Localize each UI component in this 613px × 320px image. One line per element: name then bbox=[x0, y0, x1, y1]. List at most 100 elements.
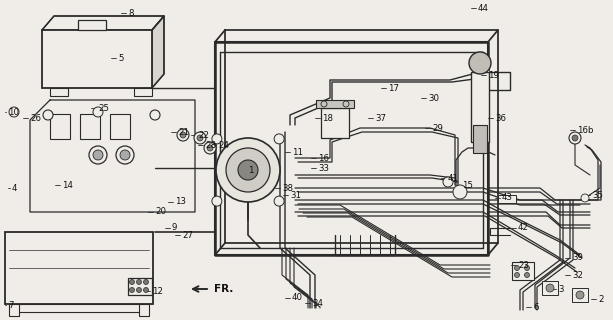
Text: 31: 31 bbox=[290, 190, 301, 199]
Text: 6: 6 bbox=[533, 302, 538, 311]
Bar bbox=[473, 125, 487, 153]
Text: 38: 38 bbox=[282, 183, 293, 193]
Circle shape bbox=[212, 196, 222, 206]
Circle shape bbox=[89, 146, 107, 164]
Text: 37: 37 bbox=[375, 114, 386, 123]
Polygon shape bbox=[42, 16, 164, 30]
Text: 28: 28 bbox=[205, 140, 216, 149]
Bar bbox=[80, 114, 100, 139]
Circle shape bbox=[143, 287, 148, 292]
Text: 2: 2 bbox=[598, 294, 604, 303]
Circle shape bbox=[569, 132, 581, 144]
Circle shape bbox=[207, 145, 213, 151]
Bar bbox=[498, 195, 516, 203]
Text: 32: 32 bbox=[572, 270, 583, 279]
Text: 35: 35 bbox=[592, 190, 603, 199]
Text: 9: 9 bbox=[172, 223, 177, 233]
Bar bbox=[477, 52, 483, 61]
Circle shape bbox=[546, 284, 554, 292]
Circle shape bbox=[212, 134, 222, 144]
Text: 21: 21 bbox=[178, 127, 189, 137]
Bar bbox=[42, 30, 152, 88]
Bar bbox=[128, 278, 152, 295]
Bar bbox=[13, 304, 145, 312]
Text: 36: 36 bbox=[495, 114, 506, 123]
Text: 43: 43 bbox=[502, 194, 513, 203]
Circle shape bbox=[525, 266, 530, 270]
Text: 40: 40 bbox=[292, 293, 303, 302]
Text: 44: 44 bbox=[478, 4, 489, 12]
Circle shape bbox=[274, 196, 284, 206]
Bar bbox=[542, 281, 558, 295]
Text: 16b: 16b bbox=[577, 125, 593, 134]
Circle shape bbox=[572, 135, 578, 141]
Bar bbox=[321, 108, 349, 138]
Circle shape bbox=[137, 279, 142, 284]
Bar bbox=[50, 88, 68, 96]
Circle shape bbox=[581, 194, 589, 202]
Text: 17: 17 bbox=[388, 84, 399, 92]
Circle shape bbox=[443, 177, 453, 187]
Bar bbox=[5, 232, 153, 304]
Circle shape bbox=[143, 279, 148, 284]
Text: 10: 10 bbox=[8, 108, 19, 116]
Circle shape bbox=[177, 129, 189, 141]
Circle shape bbox=[226, 148, 270, 192]
Circle shape bbox=[120, 150, 130, 160]
Bar bbox=[9, 304, 19, 316]
Circle shape bbox=[274, 134, 284, 144]
Text: 34: 34 bbox=[312, 299, 323, 308]
Text: 3: 3 bbox=[558, 284, 563, 293]
Bar bbox=[572, 288, 588, 302]
Bar bbox=[471, 72, 489, 142]
Text: 14: 14 bbox=[62, 180, 73, 189]
Text: 39: 39 bbox=[572, 253, 583, 262]
Circle shape bbox=[514, 266, 519, 270]
Circle shape bbox=[469, 52, 491, 74]
Text: 7: 7 bbox=[8, 300, 13, 309]
Text: 33: 33 bbox=[318, 164, 329, 172]
Bar bbox=[471, 68, 489, 72]
Text: 19: 19 bbox=[488, 70, 499, 79]
Bar bbox=[110, 114, 130, 139]
Text: 1: 1 bbox=[248, 165, 254, 174]
Text: 29: 29 bbox=[432, 124, 443, 132]
Circle shape bbox=[93, 150, 103, 160]
Text: 13: 13 bbox=[175, 197, 186, 206]
Circle shape bbox=[576, 291, 584, 299]
Circle shape bbox=[43, 110, 53, 120]
Text: 16: 16 bbox=[318, 154, 329, 163]
Text: 20: 20 bbox=[155, 207, 166, 217]
Text: 30: 30 bbox=[428, 93, 439, 102]
Text: 22: 22 bbox=[198, 131, 209, 140]
Text: 25: 25 bbox=[98, 103, 109, 113]
Text: 42: 42 bbox=[518, 223, 529, 233]
Text: 27: 27 bbox=[182, 230, 193, 239]
Bar bbox=[50, 114, 70, 139]
Circle shape bbox=[116, 146, 134, 164]
Circle shape bbox=[129, 287, 134, 292]
Text: 12: 12 bbox=[152, 286, 163, 295]
Text: 5: 5 bbox=[118, 53, 123, 62]
Circle shape bbox=[93, 107, 103, 117]
Text: 23: 23 bbox=[518, 260, 529, 269]
Circle shape bbox=[150, 110, 160, 120]
Circle shape bbox=[197, 135, 203, 141]
Circle shape bbox=[137, 287, 142, 292]
Bar bbox=[134, 88, 152, 96]
Text: 8: 8 bbox=[128, 9, 134, 18]
Bar bbox=[139, 304, 149, 316]
Text: 18: 18 bbox=[322, 114, 333, 123]
Circle shape bbox=[453, 185, 467, 199]
Text: 11: 11 bbox=[292, 148, 303, 156]
Circle shape bbox=[216, 138, 280, 202]
Circle shape bbox=[180, 132, 186, 138]
Circle shape bbox=[525, 273, 530, 277]
Text: 15: 15 bbox=[462, 180, 473, 189]
Circle shape bbox=[204, 142, 216, 154]
Circle shape bbox=[129, 279, 134, 284]
Text: 26: 26 bbox=[30, 114, 41, 123]
Bar bbox=[512, 262, 534, 280]
Polygon shape bbox=[152, 16, 164, 88]
Circle shape bbox=[9, 107, 19, 117]
